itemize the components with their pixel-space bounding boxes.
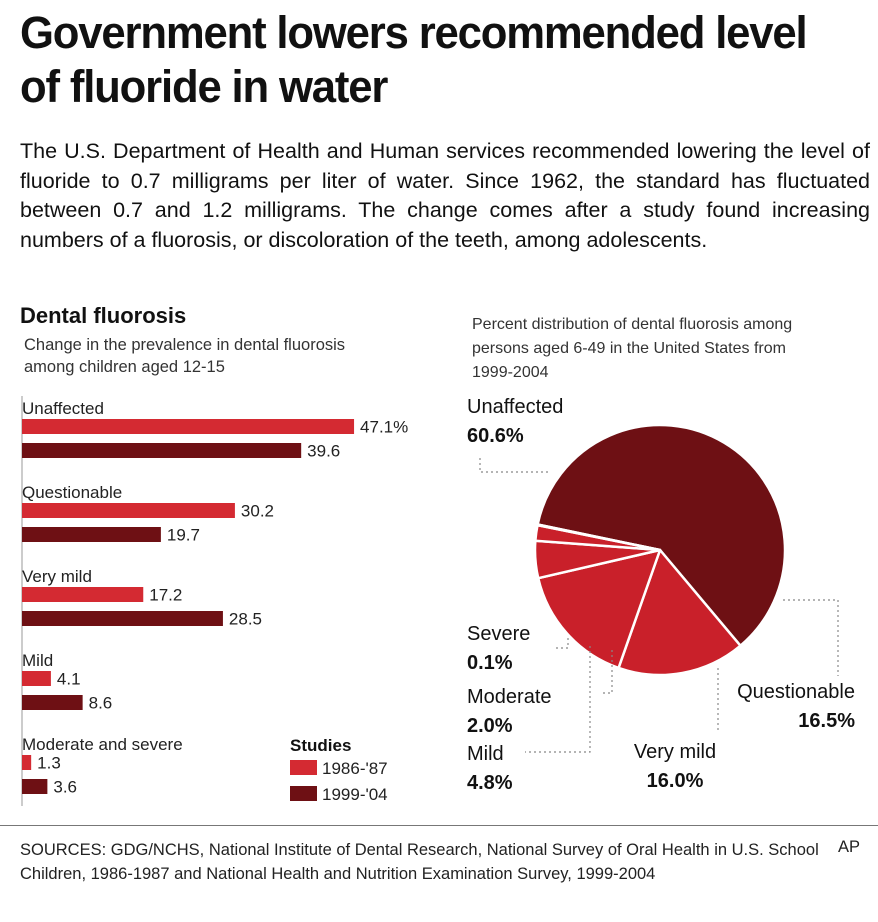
bar-chart-subtitle: Change in the prevalence in dental fluor… [24,336,345,376]
legend: Studies 1986-'87 1999-'04 [290,736,388,804]
bar-value-label: 19.7 [167,526,200,545]
bar-category-label: Moderate and severe [22,735,183,754]
pie-slice-label: Questionable [737,681,855,703]
bar-category-label: Questionable [22,483,122,502]
pie-slice-value: 4.8% [467,772,513,794]
pie-slice-label: Severe [467,623,530,645]
ap-credit: AP [837,838,860,856]
bar-1999 [22,443,302,458]
pie-slice-value: 16.5% [798,710,855,732]
bar-1999 [22,611,223,626]
pie-chart: Percent distribution of dental fluorosis… [467,316,855,794]
pie-leader-lines [479,458,839,753]
bar-1986 [22,755,32,770]
bar-1999 [22,695,83,710]
pie-slice-label: Unaffected [467,396,563,418]
legend-label: 1999-'04 [322,785,388,804]
bar-1999 [22,779,48,794]
legend-swatch [290,760,317,775]
bar-value-label: 30.2 [241,502,274,521]
intro-text: The U.S. Department of Health and Human … [20,139,870,252]
bar-1986 [22,671,51,686]
bar-1999 [22,527,161,542]
pie-slice-value: 16.0% [647,770,704,792]
headline: Government lowers recommended level of f… [20,7,808,112]
bar-value-label: 8.6 [89,694,113,713]
bar-chart-title: Dental fluorosis [20,303,186,328]
leader-line [783,599,839,676]
pie-labels: Unaffected 60.6% Questionable 16.5% Very mil… [467,396,855,794]
pie-slice-value: 0.1% [467,652,513,674]
bar-1986 [22,587,144,602]
legend-label: 1986-'87 [322,759,388,778]
bar-category-label: Mild [22,651,53,670]
bar-value-label: 4.1 [57,670,81,689]
bar-1986 [22,503,235,518]
bar-value-label: 28.5 [229,610,262,629]
leader-line [479,458,550,473]
footer: SOURCES: GDG/NCHS, National Institute of… [0,825,878,922]
pie-slice-label: Moderate [467,686,552,708]
leader-line [525,646,591,753]
pie-chart-title: Percent distribution of dental fluorosis… [472,316,792,381]
pie-slices [533,423,787,677]
bar-chart: Dental fluorosis Change in the prevalenc… [20,303,408,806]
legend-title: Studies [290,736,351,755]
leader-line [555,638,569,649]
legend-swatch [290,786,317,801]
bar-category-label: Very mild [22,567,92,586]
pie-slice-severe [536,523,662,552]
bar-value-label: 3.6 [53,778,77,797]
infographic-charts: Dental fluorosis Change in the prevalenc… [20,303,855,806]
pie-slice-very-mild [536,548,662,670]
bar-category-label: Unaffected [22,399,104,418]
bar-value-label: 39.6 [307,442,340,461]
pie-slice-unaffected [536,423,787,647]
bar-group: Unaffected 47.1% 39.6 Questionable 30.2 19.7 V… [22,399,408,797]
pie-slice-value: 60.6% [467,425,524,447]
source-credit: SOURCES: GDG/NCHS, National Institute of… [20,841,819,883]
bar-1986 [22,419,355,434]
bar-value-label: 47.1% [360,418,408,437]
pie-slice-label: Mild [467,743,504,765]
pie-slice-value: 2.0% [467,715,513,737]
bar-value-label: 17.2 [149,586,182,605]
pie-slice-label: Very mild [634,741,716,763]
bar-value-label: 1.3 [37,754,61,773]
